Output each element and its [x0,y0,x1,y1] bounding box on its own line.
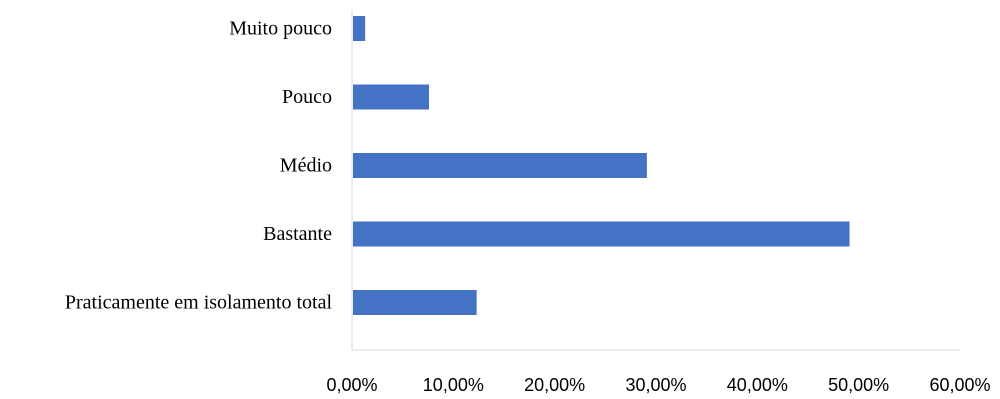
category-label-0: Muito pouco [229,18,332,40]
category-label-1: Pouco [282,86,332,108]
x-tick-label-4: 40,00% [727,375,788,395]
x-tick-labels-group: 0,00% 10,00% 20,00% 30,00% 40,00% 50,00% 60,00… [326,375,990,395]
x-tick-label-5: 50,00% [828,375,889,395]
bar-2 [353,153,647,178]
bar-0 [353,16,366,41]
bars-group [353,16,850,315]
category-labels-group: Muito pouco Pouco Médio Bastante Praticament… [65,18,333,314]
bar-3 [353,221,850,247]
x-tick-label-3: 30,00% [625,375,686,395]
bar-1 [353,84,430,110]
bar-4 [353,290,477,315]
x-tick-label-6: 60,00% [929,375,990,395]
category-label-4: Praticamente em isolamento total [65,292,333,314]
x-tick-label-2: 20,00% [524,375,585,395]
x-tick-label-0: 0,00% [326,375,377,395]
category-label-2: Médio [280,155,332,177]
category-label-3: Bastante [263,223,332,245]
x-tick-label-1: 10,00% [423,375,484,395]
